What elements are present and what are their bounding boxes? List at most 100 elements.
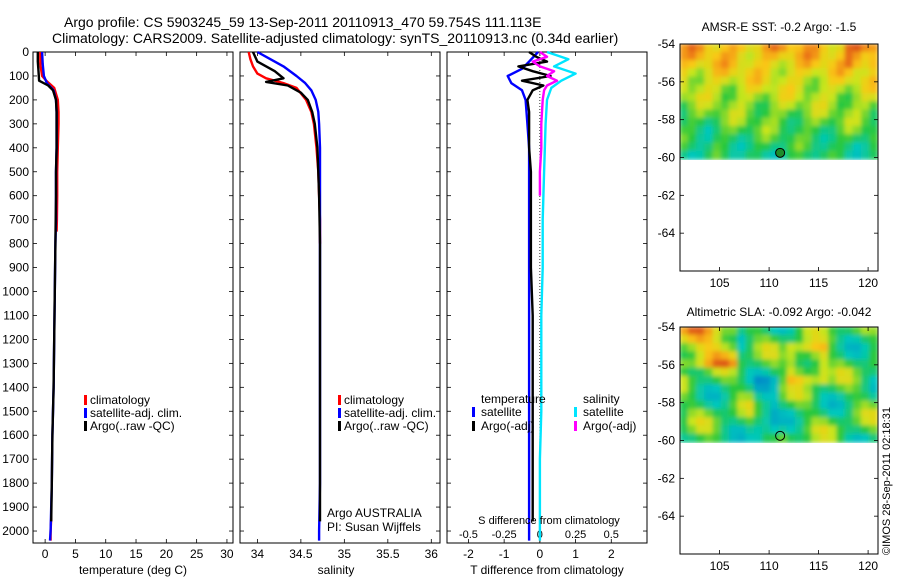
heatmap-cell bbox=[828, 375, 838, 386]
s-difference-x-label: S difference from climatology bbox=[478, 515, 620, 527]
heatmap-cell bbox=[720, 375, 730, 386]
heatmap-cell bbox=[819, 408, 829, 419]
heatmap-cell bbox=[687, 359, 697, 369]
salinity-axes-frame bbox=[239, 51, 441, 544]
heatmap-cell bbox=[745, 408, 755, 419]
heatmap-cell bbox=[729, 342, 739, 353]
heatmap-cell bbox=[720, 367, 730, 377]
heatmap-cell bbox=[836, 417, 846, 427]
heatmap-cell bbox=[869, 334, 878, 344]
heatmap-cell bbox=[836, 142, 846, 152]
heatmap-cell bbox=[729, 375, 739, 386]
heatmap-cell bbox=[737, 142, 747, 152]
heatmap-cell bbox=[811, 134, 821, 144]
heatmap-cell bbox=[712, 76, 722, 86]
heatmap-cell bbox=[836, 92, 846, 103]
heatmap-cell bbox=[696, 417, 706, 427]
heatmap-cell bbox=[712, 134, 722, 144]
heatmap-cell bbox=[680, 150, 689, 160]
heatmap-cell bbox=[696, 342, 706, 353]
heatmap-cell bbox=[819, 59, 829, 70]
heatmap-cell bbox=[687, 392, 697, 402]
heatmap-cell bbox=[803, 384, 813, 394]
heatmap-cell bbox=[786, 59, 796, 70]
heatmap-cell bbox=[762, 359, 772, 369]
heatmap-cell bbox=[795, 417, 805, 427]
heatmap-cell bbox=[745, 392, 755, 402]
heatmap-cell bbox=[753, 84, 763, 94]
heatmap-cell bbox=[844, 417, 854, 427]
heatmap-cell bbox=[795, 351, 805, 361]
heatmap-cell bbox=[712, 400, 722, 410]
heatmap-cell bbox=[786, 433, 796, 443]
heatmap-cell bbox=[712, 327, 722, 336]
heatmap-cell bbox=[811, 68, 821, 78]
heatmap-cell bbox=[737, 425, 747, 435]
heatmap-cell bbox=[869, 351, 878, 361]
heatmap-cell bbox=[852, 334, 862, 344]
heatmap-cell bbox=[828, 342, 838, 353]
heatmap-cell bbox=[803, 327, 813, 336]
heatmap-cell bbox=[869, 367, 878, 377]
legend-swatch-s-satellite bbox=[574, 407, 577, 417]
heatmap-cell bbox=[687, 117, 697, 127]
heatmap-cell bbox=[836, 150, 846, 160]
heatmap-cell bbox=[819, 125, 829, 136]
heatmap-cell bbox=[680, 125, 689, 136]
heatmap-cell bbox=[786, 76, 796, 86]
heatmap-cell bbox=[844, 134, 854, 144]
heatmap-cell bbox=[680, 400, 689, 410]
heatmap-cell bbox=[811, 351, 821, 361]
heatmap-cell bbox=[844, 92, 854, 103]
heatmap-cell bbox=[704, 125, 714, 136]
heatmap-cell bbox=[737, 392, 747, 402]
heatmap-cell bbox=[770, 392, 780, 402]
heatmap-cell bbox=[836, 125, 846, 136]
heatmap-cell bbox=[811, 359, 821, 369]
heatmap-cell bbox=[770, 351, 780, 361]
x-tick-label: -2 bbox=[463, 547, 474, 561]
heatmap-cell bbox=[869, 117, 878, 127]
heatmap-cell bbox=[770, 59, 780, 70]
heatmap-cell bbox=[753, 425, 763, 435]
heatmap-cell bbox=[704, 150, 714, 160]
heatmap-cell bbox=[836, 425, 846, 435]
heatmap-cell bbox=[687, 384, 697, 394]
heatmap-cell bbox=[737, 44, 747, 53]
heatmap-cell bbox=[852, 375, 862, 386]
heatmap-cell bbox=[861, 76, 871, 86]
heatmap-cell bbox=[828, 117, 838, 127]
heatmap-cell bbox=[729, 142, 739, 152]
heatmap-cell bbox=[737, 342, 747, 353]
heatmap-cell bbox=[803, 125, 813, 136]
heatmap-cell bbox=[869, 392, 878, 402]
heatmap-cell bbox=[861, 375, 871, 386]
heatmap-cell bbox=[696, 375, 706, 386]
heatmap-cell bbox=[680, 84, 689, 94]
heatmap-cell bbox=[786, 150, 796, 160]
heatmap-cell bbox=[795, 327, 805, 336]
heatmap-cell bbox=[753, 101, 763, 111]
heatmap-cell bbox=[828, 68, 838, 78]
heatmap-cell bbox=[819, 367, 829, 377]
heatmap-cell bbox=[687, 109, 697, 119]
heatmap-cell bbox=[680, 92, 689, 103]
depth-tick-label: 0 bbox=[22, 45, 29, 59]
heatmap-cell bbox=[869, 327, 878, 336]
heatmap-cell bbox=[704, 425, 714, 435]
heatmap-cell bbox=[795, 142, 805, 152]
heatmap-cell bbox=[869, 408, 878, 419]
heatmap-cell bbox=[696, 351, 706, 361]
depth-tick-label: 400 bbox=[9, 141, 29, 155]
salinity-series bbox=[247, 50, 322, 541]
heatmap-cell bbox=[737, 334, 747, 344]
heatmap-cell bbox=[729, 359, 739, 369]
heatmap-cell bbox=[696, 367, 706, 377]
heatmap-cell bbox=[811, 327, 821, 336]
heatmap-cell bbox=[745, 342, 755, 353]
heatmap-cell bbox=[729, 334, 739, 344]
heatmap-cell bbox=[795, 84, 805, 94]
heatmap-cell bbox=[729, 400, 739, 410]
heatmap-cell bbox=[704, 417, 714, 427]
heatmap-cell bbox=[729, 68, 739, 78]
